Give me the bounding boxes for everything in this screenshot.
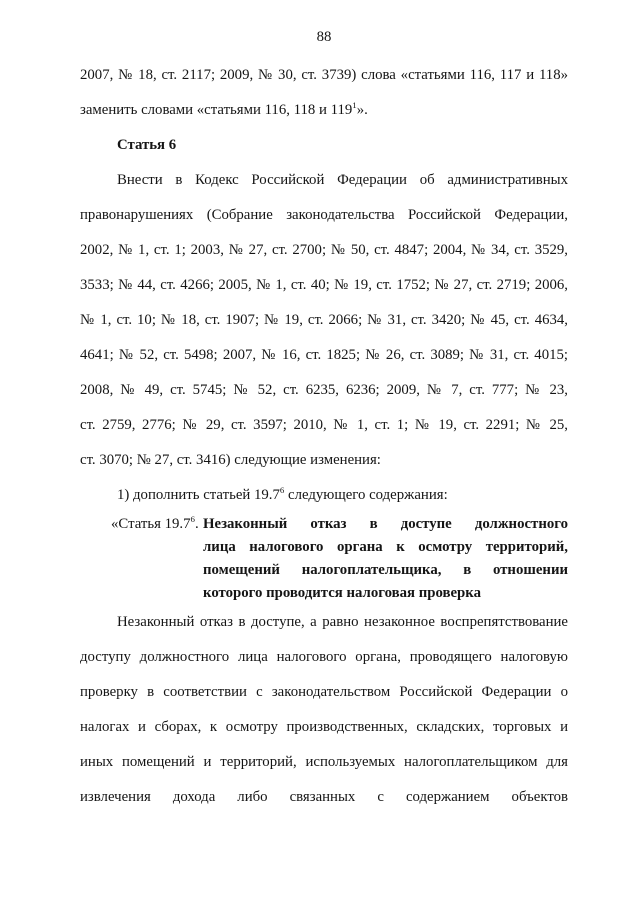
text-line: 1) дополнить статьей 19.76 следующего со… xyxy=(117,485,448,503)
text-line: 3533; № 44, ст. 4266; 2005, № 1, ст. 40;… xyxy=(80,277,568,293)
paragraph-continuation: 2007, № 18, ст. 2117; 2009, № 30, ст. 37… xyxy=(80,58,568,128)
text-block: 88 2007, № 18, ст. 2117; 2009, № 30, ст.… xyxy=(80,26,568,815)
new-article-title: Незаконный отказ в доступе должностного л… xyxy=(203,513,568,605)
text-line: Внести в Кодекс Российской Федерации об … xyxy=(117,172,568,188)
text-line: лица налогового органа к осмотру террито… xyxy=(203,539,568,555)
new-article-block: «Статья 19.76. Незаконный отказ в доступ… xyxy=(80,513,568,605)
text-line: 2008, № 49, ст. 5745; № 52, ст. 6235, 62… xyxy=(80,382,568,398)
text-line: № 1, ст. 10; № 18, ст. 1907; № 19, ст. 2… xyxy=(80,312,568,328)
text-line: правонарушениях (Собрание законодательст… xyxy=(80,207,568,223)
text-line: 2007, № 18, ст. 2117; 2009, № 30, ст. 37… xyxy=(80,67,568,83)
text-line: Незаконный отказ в доступе, а равно неза… xyxy=(117,614,568,630)
text-line: которого проводится налоговая проверка xyxy=(203,585,481,601)
paragraph-amendment-intro: Внести в Кодекс Российской Федерации об … xyxy=(80,163,568,478)
text-line: проверку в соответствии с законодательст… xyxy=(80,684,568,700)
page-number: 88 xyxy=(316,29,332,45)
new-article-label: «Статья 19.76. xyxy=(111,514,199,532)
paragraph-item-1: 1) дополнить статьей 19.76 следующего со… xyxy=(80,478,568,513)
article-6-heading: Статья 6 xyxy=(80,128,568,163)
text-line: 4641; № 52, ст. 5498; 2007, № 16, ст. 18… xyxy=(80,347,568,363)
text-line: ст. 2759, 2776; № 29, ст. 3597; 2010, № … xyxy=(80,417,568,433)
text-line: Незаконный отказ в доступе должностного xyxy=(203,516,568,532)
text-line: извлечения дохода либо связанных с содер… xyxy=(80,789,568,805)
text-line: помещений налогоплательщика, в отношении xyxy=(203,562,568,578)
text-line: доступу должностного лица налогового орг… xyxy=(80,649,568,665)
paragraph-article-body: Незаконный отказ в доступе, а равно неза… xyxy=(80,605,568,815)
text-line: 2002, № 1, ст. 1; 2003, № 27, ст. 2700; … xyxy=(80,242,568,258)
text-line: заменить словами «статьями 116, 118 и 11… xyxy=(80,100,368,118)
text-line: иных помещений и территорий, используемы… xyxy=(80,754,568,770)
heading-line: Статья 6 xyxy=(117,137,177,153)
text-line: налогах и сборах, к осмотру производстве… xyxy=(80,719,568,735)
text-line: ст. 3070; № 27, ст. 3416) следующие изме… xyxy=(80,452,381,468)
